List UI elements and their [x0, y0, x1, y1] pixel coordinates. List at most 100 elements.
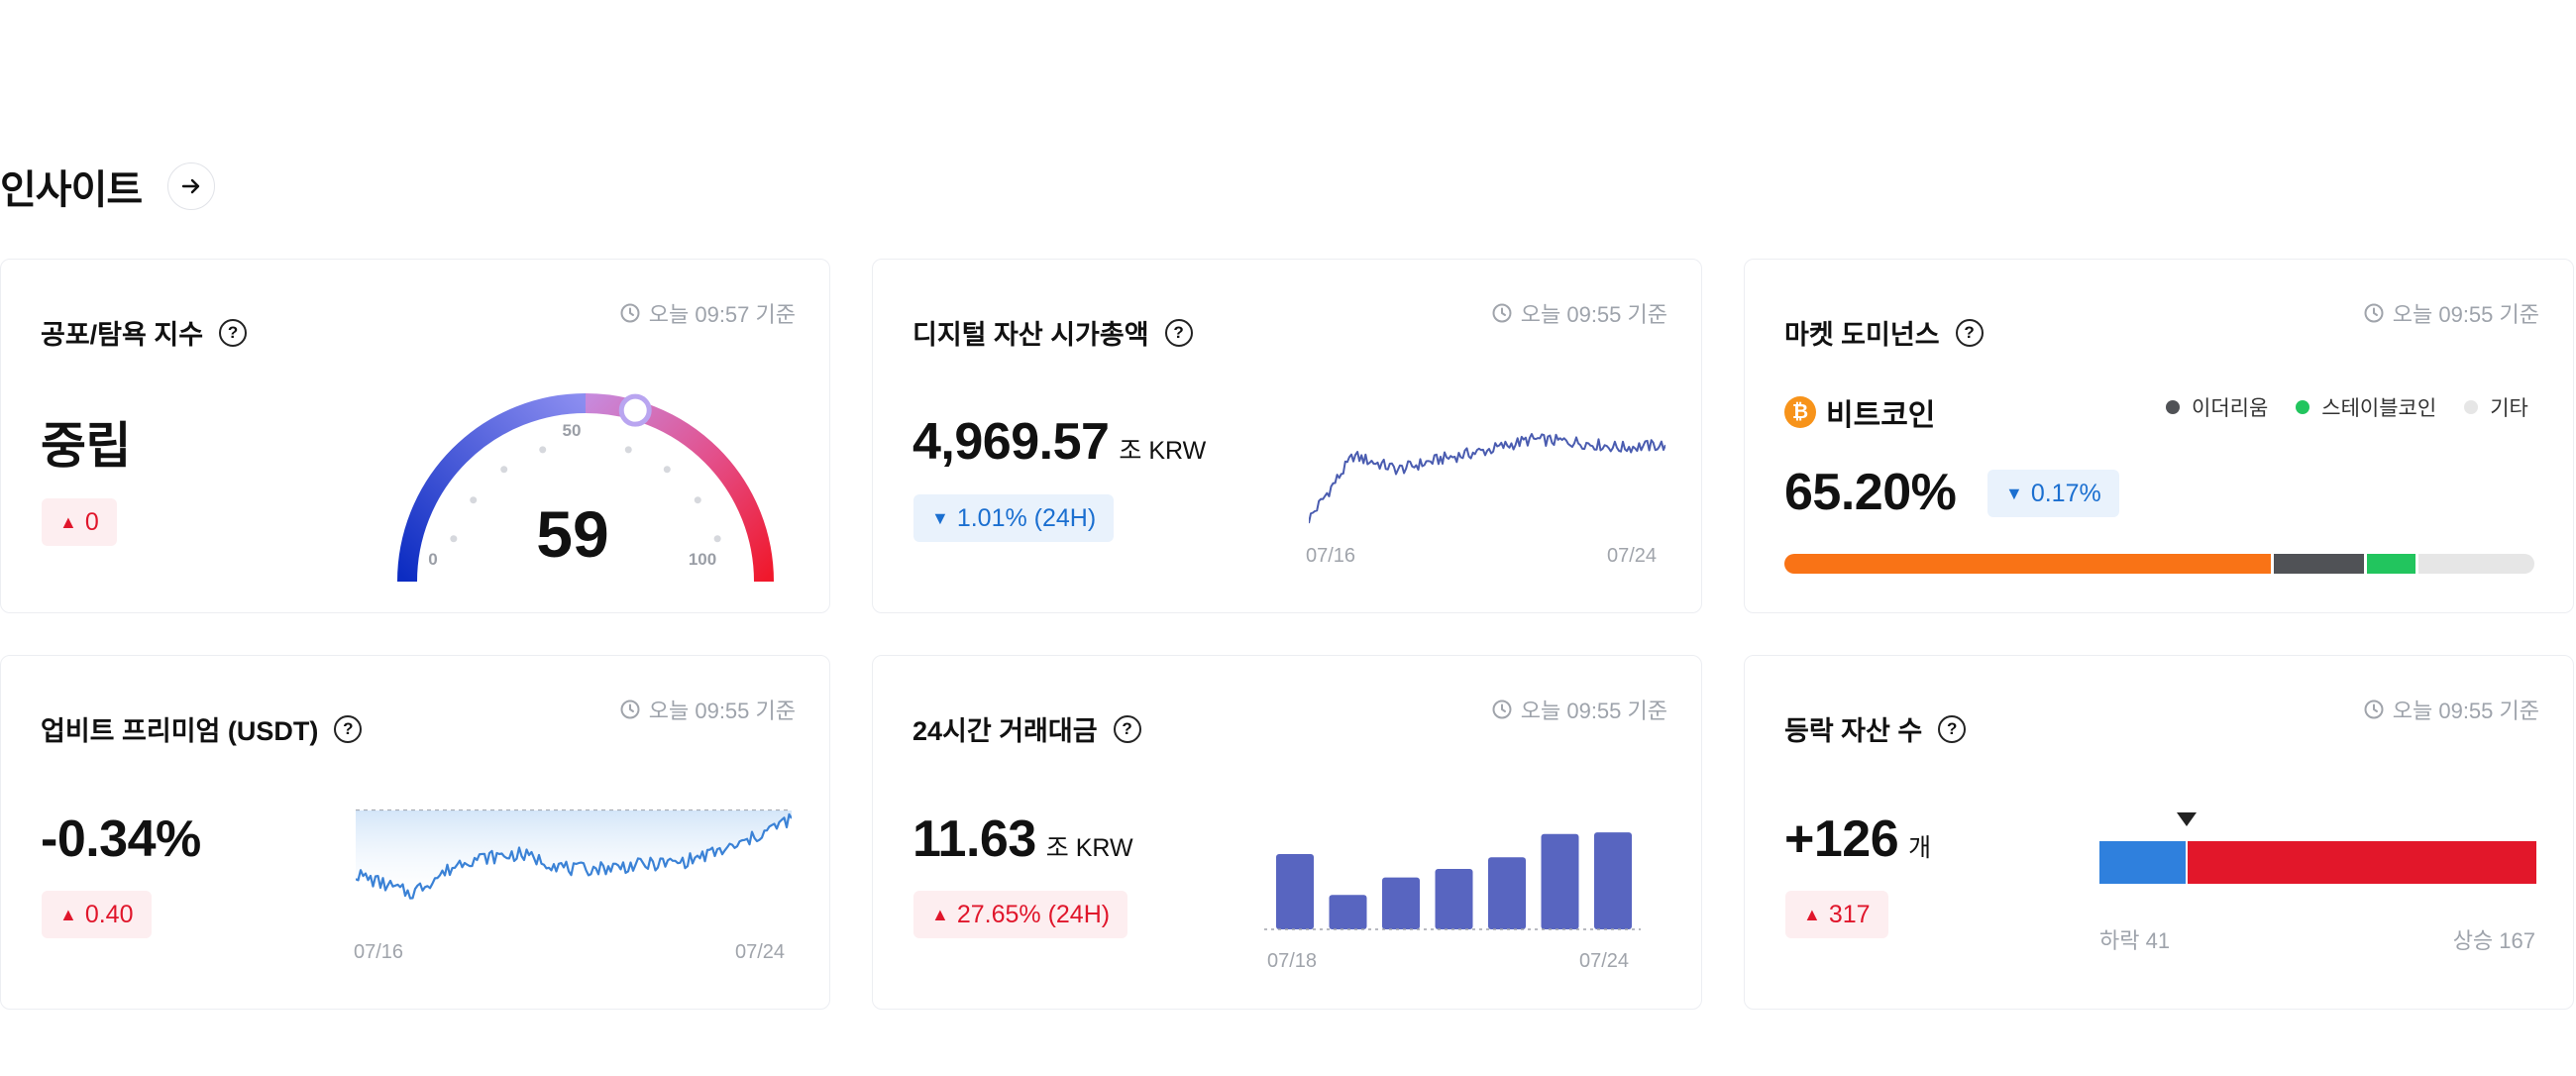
gauge-value: 59 [536, 497, 608, 571]
market-cap-timestamp: 오늘 09:55 기준 [1491, 297, 1667, 329]
x-axis-end-label: 07/24 [1579, 950, 1630, 972]
fear-greed-timestamp: 오늘 09:57 기준 [619, 297, 796, 329]
change-text: 27.65% (24H) [956, 900, 1111, 928]
timestamp-text: 오늘 09:55 기준 [648, 699, 796, 723]
volume-bar [1488, 857, 1526, 929]
legend-label: 이더리움 [2192, 397, 2269, 420]
help-icon[interactable]: ? [1938, 714, 1967, 743]
fear-greed-title: 공포/탐욕 지수 ? [41, 313, 248, 352]
triangle-down-icon: ▼ [2005, 483, 2023, 503]
advance-decline-change-badge: ▲ 317 [1785, 891, 1888, 938]
dominance-value: 65.20% [1784, 464, 1957, 521]
market-cap-number: 4,969.57 [912, 413, 1110, 471]
section-header: 인사이트 [0, 157, 216, 216]
help-icon[interactable]: ? [1164, 318, 1193, 347]
help-icon[interactable]: ? [1955, 318, 1984, 347]
premium-series-area [356, 810, 792, 899]
volume-change-badge: ▲ 27.65% (24H) [913, 891, 1128, 938]
triangle-down-icon: ▼ [931, 507, 949, 528]
advance-decline-value: +126 개 [1784, 809, 1931, 869]
volume-title: 24시간 거래대금 ? [912, 709, 1141, 748]
dominance-card[interactable]: 마켓 도미넌스 ? 오늘 09:55 기준 ₿ 비트코인 이더리움 스테이블코인… [1744, 259, 2574, 613]
gauge-indicator [618, 393, 652, 427]
triangle-up-icon: ▲ [931, 904, 949, 924]
volume-title-text: 24시간 거래대금 [912, 716, 1098, 746]
gauge-tick [450, 535, 458, 543]
arrow-right-icon [182, 178, 200, 194]
market-cap-card[interactable]: 디지털 자산 시가총액 ? 오늘 09:55 기준 4,969.57 조 KRW … [872, 259, 1702, 613]
dominance-change-badge: ▼ 0.17% [1987, 470, 2119, 517]
volume-bar [1382, 877, 1420, 929]
volume-bar-chart [1264, 832, 1641, 930]
market-cap-title-text: 디지털 자산 시가총액 [912, 320, 1149, 350]
gauge-tick [539, 446, 547, 454]
decline-segment [2099, 841, 2186, 884]
help-icon[interactable]: ? [1113, 714, 1141, 743]
gauge-max-label: 100 [689, 550, 716, 569]
fear-greed-title-text: 공포/탐욕 지수 [41, 320, 204, 350]
decline-count-label: 하락 41 [2099, 928, 2171, 953]
premium-change-badge: ▲ 0.40 [42, 891, 152, 938]
fear-greed-gauge: 0 50 100 59 [397, 393, 774, 583]
volume-unit: 조 KRW [1045, 834, 1133, 862]
clock-icon [2364, 303, 2384, 323]
advance-decline-unit: 개 [1908, 834, 1932, 862]
legend-dot [2464, 400, 2479, 414]
volume-card[interactable]: 24시간 거래대금 ? 오늘 09:55 기준 11.63 조 KRW ▲ 27.… [872, 655, 1702, 1010]
timestamp-text: 오늘 09:55 기준 [1520, 302, 1667, 327]
fear-greed-change-badge: ▲ 0 [42, 498, 117, 546]
dominance-segment [1784, 554, 2274, 574]
advance-decline-title-text: 등락 자산 수 [1784, 716, 1923, 746]
advance-decline-card[interactable]: 등락 자산 수 ? 오늘 09:55 기준 +126 개 ▲ 317 하락 41 … [1744, 655, 2574, 1010]
gauge-mid-label: 50 [563, 421, 582, 440]
x-axis-end-label: 07/24 [1607, 545, 1658, 567]
gauge-tick [663, 466, 671, 474]
market-cap-change-badge: ▼ 1.01% (24H) [913, 494, 1115, 542]
help-icon[interactable]: ? [334, 714, 363, 743]
clock-icon [1492, 303, 1512, 323]
section-more-button[interactable] [167, 162, 216, 210]
change-text: 0.40 [84, 900, 134, 928]
triangle-down-marker-icon [2177, 812, 2197, 826]
x-axis-start-label: 07/18 [1267, 950, 1318, 972]
premium-timestamp: 오늘 09:55 기준 [619, 694, 796, 725]
volume-bar [1435, 869, 1473, 929]
triangle-up-icon: ▲ [59, 511, 77, 532]
help-icon[interactable]: ? [219, 318, 248, 347]
dominance-coin-name: 비트코인 [1826, 399, 1936, 432]
volume-bar [1594, 832, 1632, 929]
legend-dot [2166, 400, 2180, 414]
section-title: 인사이트 [0, 168, 143, 212]
market-cap-line-chart [1309, 433, 1665, 524]
triangle-up-icon: ▲ [1803, 904, 1821, 924]
change-text: 1.01% (24H) [956, 503, 1097, 532]
gauge-tick [470, 496, 478, 504]
volume-bar [1541, 833, 1579, 929]
advance-decline-timestamp: 오늘 09:55 기준 [2363, 694, 2539, 725]
dominance-legend: 이더리움 스테이블코인 기타 [2166, 390, 2528, 424]
clock-icon [620, 303, 640, 323]
premium-series-line [356, 812, 792, 900]
legend-stablecoin: 스테이블코인 [2296, 392, 2436, 422]
premium-title: 업비트 프리미엄 (USDT) ? [41, 709, 363, 748]
advance-count-label: 상승 167 [2452, 928, 2535, 953]
clock-icon [2364, 699, 2384, 719]
dominance-timestamp: 오늘 09:55 기준 [2363, 297, 2539, 329]
premium-card[interactable]: 업비트 프리미엄 (USDT) ? 오늘 09:55 기준 -0.34% ▲ 0… [0, 655, 830, 1010]
advance-decline-number: +126 [1784, 810, 1899, 868]
bitcoin-icon: ₿ [1784, 396, 1816, 428]
legend-ethereum: 이더리움 [2166, 392, 2268, 422]
advance-segment [2188, 841, 2536, 884]
clock-icon [620, 699, 640, 719]
premium-title-text: 업비트 프리미엄 (USDT) [41, 716, 319, 746]
market-cap-series-line [1309, 433, 1665, 524]
gauge-tick [624, 446, 632, 454]
gauge-min-label: 0 [428, 550, 437, 569]
market-cap-title: 디지털 자산 시가총액 ? [912, 313, 1193, 352]
premium-value: -0.34% [41, 810, 201, 868]
fear-greed-card[interactable]: 공포/탐욕 지수 ? 오늘 09:57 기준 중립 ▲ 0 0 50 100 5… [0, 259, 830, 613]
volume-bar [1329, 895, 1367, 929]
fear-greed-status: 중립 [41, 418, 132, 474]
legend-dot [2296, 400, 2310, 414]
dominance-title-text: 마켓 도미넌스 [1784, 320, 1940, 350]
